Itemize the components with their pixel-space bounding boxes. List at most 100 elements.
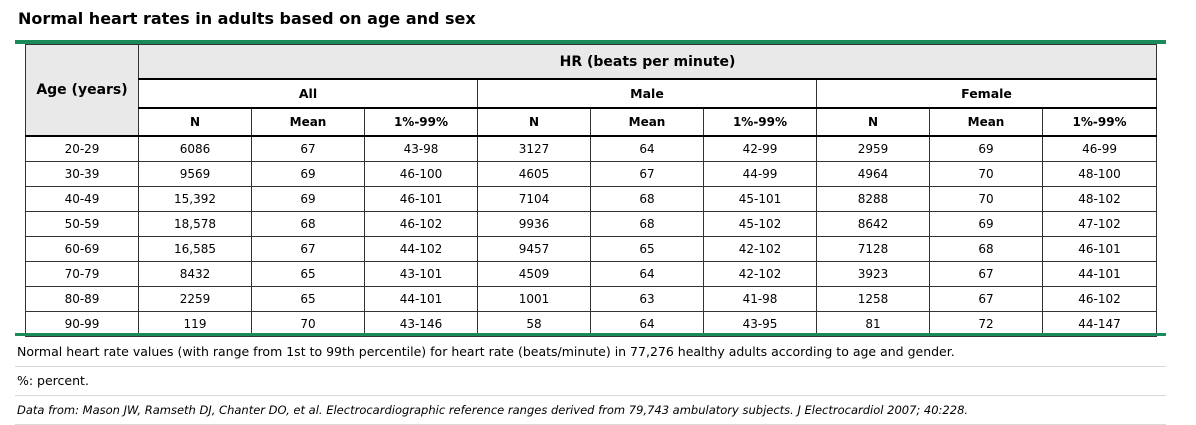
table-cell: 67 xyxy=(590,161,704,187)
table-cell: 69 xyxy=(929,135,1043,162)
table-cell: 18,578 xyxy=(138,211,252,237)
table-cell: 2259 xyxy=(138,286,252,312)
table-cell: 64 xyxy=(590,135,704,162)
subheader-female-mean: Mean xyxy=(929,107,1043,137)
age-cell: 80-89 xyxy=(25,286,139,312)
table-cell: 42-102 xyxy=(703,236,817,262)
table-cell: 70 xyxy=(929,161,1043,187)
top-divider xyxy=(15,40,1166,44)
table-cell: 2959 xyxy=(816,135,930,162)
table-cell: 65 xyxy=(251,261,365,287)
table-cell: 46-101 xyxy=(364,186,478,212)
subheader-male-mean: Mean xyxy=(590,107,704,137)
table-cell: 67 xyxy=(251,236,365,262)
group-header-all: All xyxy=(138,78,478,109)
table-cell: 68 xyxy=(251,211,365,237)
age-cell: 70-79 xyxy=(25,261,139,287)
table-cell: 45-102 xyxy=(703,211,817,237)
table-cell: 48-100 xyxy=(1041,161,1158,187)
table-cell: 43-98 xyxy=(364,135,478,162)
table-cell: 64 xyxy=(590,261,704,287)
table-row: 80-89 2259 65 44-101 1001 63 41-98 1258 … xyxy=(25,286,1158,312)
age-cell: 50-59 xyxy=(25,211,139,237)
subheader-male-range: 1%-99% xyxy=(703,107,817,137)
footnote-source: Data from: Mason JW, Ramseth DJ, Chanter… xyxy=(15,396,1166,425)
table-cell: 70 xyxy=(251,311,365,337)
table-cell: 8642 xyxy=(816,211,930,237)
table-cell: 4605 xyxy=(477,161,591,187)
table-cell: 4509 xyxy=(477,261,591,287)
subheader-female-n: N xyxy=(816,107,930,137)
table-cell: 46-102 xyxy=(364,211,478,237)
table-cell: 58 xyxy=(477,311,591,337)
table-row: 90-99 119 70 43-146 58 64 43-95 81 72 44… xyxy=(25,311,1158,337)
table-row: 60-69 16,585 67 44-102 9457 65 42-102 71… xyxy=(25,236,1158,262)
table-cell: 43-101 xyxy=(364,261,478,287)
table-cell: 8432 xyxy=(138,261,252,287)
table-cell: 70 xyxy=(929,186,1043,212)
table-cell: 1258 xyxy=(816,286,930,312)
table-cell: 9569 xyxy=(138,161,252,187)
table-row: 30-39 9569 69 46-100 4605 67 44-99 4964 … xyxy=(25,161,1158,187)
table-cell: 44-147 xyxy=(1041,311,1158,337)
table-cell: 46-102 xyxy=(1041,286,1158,312)
table-cell: 4964 xyxy=(816,161,930,187)
table-cell: 3127 xyxy=(477,135,591,162)
table-cell: 1001 xyxy=(477,286,591,312)
table-cell: 6086 xyxy=(138,135,252,162)
table-cell: 7104 xyxy=(477,186,591,212)
table-cell: 69 xyxy=(251,186,365,212)
table-row: 70-79 8432 65 43-101 4509 64 42-102 3923… xyxy=(25,261,1158,287)
age-cell: 40-49 xyxy=(25,186,139,212)
table-cell: 63 xyxy=(590,286,704,312)
table-cell: 45-101 xyxy=(703,186,817,212)
table-cell: 64 xyxy=(590,311,704,337)
age-cell: 20-29 xyxy=(25,135,139,162)
hr-header: HR (beats per minute) xyxy=(137,44,1158,80)
age-cell: 90-99 xyxy=(25,311,139,337)
table-row: 20-29 6086 67 43-98 3127 64 42-99 2959 6… xyxy=(25,135,1158,162)
footnote-description: Normal heart rate values (with range fro… xyxy=(15,336,1166,367)
subheader-all-n: N xyxy=(138,107,252,137)
table-cell: 119 xyxy=(138,311,252,337)
bottom-divider xyxy=(15,333,1166,336)
footnotes: Normal heart rate values (with range fro… xyxy=(15,336,1166,425)
subheader-female-range: 1%-99% xyxy=(1041,107,1158,137)
table-cell: 46-100 xyxy=(364,161,478,187)
table-cell: 67 xyxy=(929,286,1043,312)
page-title: Normal heart rates in adults based on ag… xyxy=(18,9,476,28)
table-cell: 42-99 xyxy=(703,135,817,162)
age-cell: 60-69 xyxy=(25,236,139,262)
table-cell: 44-102 xyxy=(364,236,478,262)
table-cell: 69 xyxy=(929,211,1043,237)
table-cell: 43-95 xyxy=(703,311,817,337)
group-header-female: Female xyxy=(815,78,1158,109)
table-cell: 68 xyxy=(590,186,704,212)
footnote-abbreviation: %: percent. xyxy=(15,367,1166,396)
age-header: Age (years) xyxy=(25,44,139,137)
table-cell: 41-98 xyxy=(703,286,817,312)
table-cell: 43-146 xyxy=(364,311,478,337)
table-cell: 67 xyxy=(929,261,1043,287)
table-cell: 44-99 xyxy=(703,161,817,187)
table-cell: 69 xyxy=(251,161,365,187)
table-cell: 44-101 xyxy=(364,286,478,312)
subheader-all-mean: Mean xyxy=(251,107,365,137)
table-cell: 7128 xyxy=(816,236,930,262)
table-cell: 42-102 xyxy=(703,261,817,287)
table-cell: 48-102 xyxy=(1041,186,1158,212)
table-cell: 44-101 xyxy=(1041,261,1158,287)
table-cell: 8288 xyxy=(816,186,930,212)
table-cell: 81 xyxy=(816,311,930,337)
table-cell: 3923 xyxy=(816,261,930,287)
table-cell: 16,585 xyxy=(138,236,252,262)
table-row: 40-49 15,392 69 46-101 7104 68 45-101 82… xyxy=(25,186,1158,212)
table-cell: 72 xyxy=(929,311,1043,337)
age-cell: 30-39 xyxy=(25,161,139,187)
table-cell: 15,392 xyxy=(138,186,252,212)
heart-rate-table: Age (years) HR (beats per minute) All Ma… xyxy=(25,44,1158,337)
table-cell: 68 xyxy=(929,236,1043,262)
subheader-all-range: 1%-99% xyxy=(364,107,478,137)
table-cell: 65 xyxy=(590,236,704,262)
